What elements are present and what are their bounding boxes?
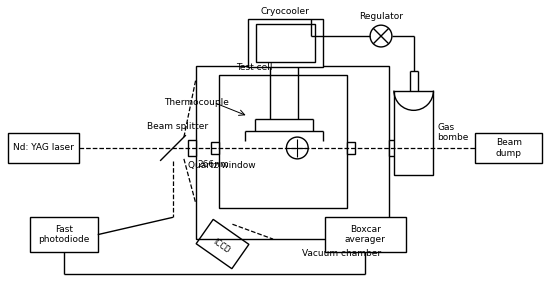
Bar <box>248 19 322 67</box>
Bar <box>475 133 542 163</box>
Text: ICCD: ICCD <box>211 237 232 255</box>
Text: Boxcar
averager: Boxcar averager <box>345 225 386 244</box>
Text: Beam splitter: Beam splitter <box>147 122 208 131</box>
Text: Gas
bombe: Gas bombe <box>438 123 469 142</box>
Bar <box>256 24 315 62</box>
Bar <box>389 140 397 156</box>
Text: Beam
dump: Beam dump <box>496 138 522 158</box>
Bar <box>8 133 79 163</box>
Bar <box>211 142 219 154</box>
Text: Nd: YAG laser: Nd: YAG laser <box>13 144 74 153</box>
Circle shape <box>288 139 307 157</box>
Text: Regulator: Regulator <box>359 12 403 21</box>
Bar <box>30 217 98 252</box>
Text: Fast
photodiode: Fast photodiode <box>38 225 90 244</box>
Bar <box>188 140 196 156</box>
Bar <box>347 142 355 154</box>
Text: Cryocooler: Cryocooler <box>261 7 310 16</box>
Bar <box>394 90 433 175</box>
Text: 266nm: 266nm <box>198 160 229 169</box>
Bar <box>219 75 347 209</box>
Text: Quartz window: Quartz window <box>188 161 255 170</box>
Text: Thermocouple: Thermocouple <box>164 98 229 107</box>
Bar <box>196 66 389 239</box>
Text: Vacuum chamber: Vacuum chamber <box>302 249 381 258</box>
Bar <box>325 217 406 252</box>
Text: Test cell: Test cell <box>237 63 273 72</box>
